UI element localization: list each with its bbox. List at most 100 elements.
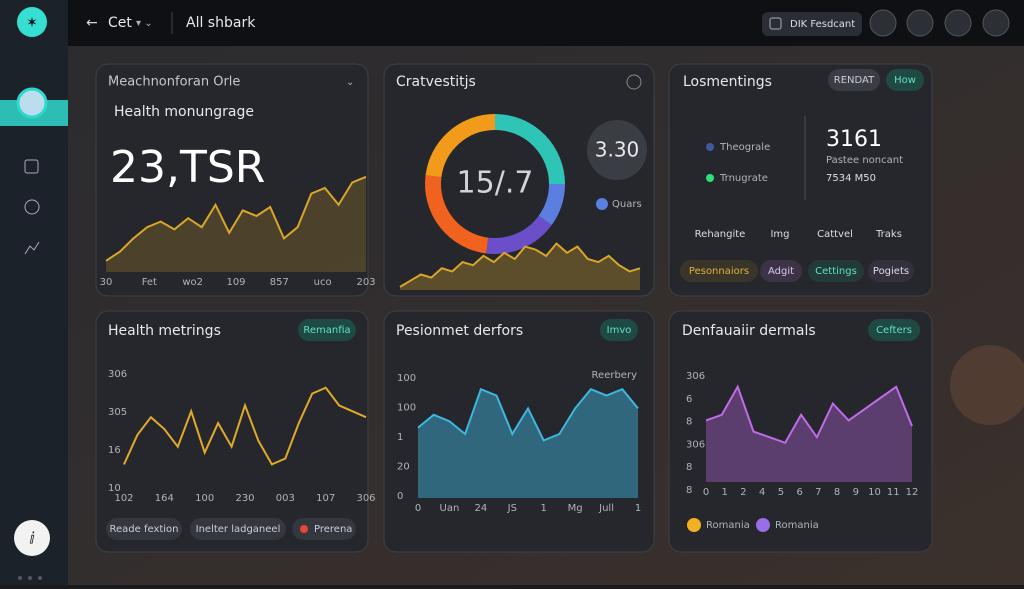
stat-sub: 7534 M50 bbox=[826, 173, 876, 184]
y-tick-label: 100 bbox=[397, 373, 416, 384]
x-tick-label: 1 bbox=[722, 487, 728, 498]
nav-icon[interactable] bbox=[16, 87, 48, 119]
x-tick-label: wo2 bbox=[182, 277, 203, 288]
tag[interactable] bbox=[828, 69, 880, 91]
x-tick-label: 003 bbox=[276, 493, 295, 504]
line bbox=[399, 242, 641, 288]
line bbox=[105, 175, 367, 262]
tag[interactable] bbox=[886, 69, 924, 91]
legend-dot bbox=[706, 143, 714, 151]
pill-label: Adgit bbox=[768, 266, 794, 277]
pill-label: Inelter ladganeel bbox=[196, 524, 281, 535]
pill[interactable] bbox=[760, 260, 802, 282]
x-tick-label: 7 bbox=[815, 487, 821, 498]
pill[interactable] bbox=[808, 260, 864, 282]
x-tick-label: 0 bbox=[415, 503, 421, 514]
y-tick-label: 0 bbox=[397, 491, 403, 502]
x-tick-label: uco bbox=[314, 277, 332, 288]
x-tick-label: 306 bbox=[356, 493, 375, 504]
card bbox=[668, 63, 933, 297]
legend-dot bbox=[706, 174, 714, 182]
y-tick-label: 306 bbox=[686, 439, 705, 450]
badge-value: 3.30 bbox=[595, 138, 640, 162]
x-tick-label: JS bbox=[507, 503, 517, 514]
area bbox=[400, 243, 640, 290]
x-tick-label: 11 bbox=[887, 487, 900, 498]
pill-label: Cettings bbox=[815, 266, 857, 277]
area bbox=[106, 176, 366, 272]
card-title: Meachnonforan Orle bbox=[108, 75, 240, 90]
x-tick-label: 100 bbox=[195, 493, 214, 504]
donut-segment bbox=[425, 175, 489, 254]
status-dot bbox=[300, 525, 308, 533]
area bbox=[706, 386, 912, 482]
y-tick-label: 8 bbox=[686, 485, 692, 496]
x-tick-label: Jull bbox=[598, 503, 614, 514]
y-tick-label: 16 bbox=[108, 445, 121, 456]
x-tick-label: Fet bbox=[142, 277, 157, 288]
pill[interactable] bbox=[868, 260, 914, 282]
x-tick-label: 5 bbox=[778, 487, 784, 498]
tag-label: Cefters bbox=[876, 325, 912, 336]
donut-center: 15/.7 bbox=[457, 166, 534, 201]
nav-icon[interactable] bbox=[24, 199, 40, 215]
card bbox=[95, 310, 369, 553]
button-icon bbox=[769, 17, 782, 30]
x-tick-label: 4 bbox=[759, 487, 765, 498]
pill[interactable] bbox=[106, 518, 182, 540]
card-title: Pesionmet derfors bbox=[396, 323, 523, 339]
legend-dot bbox=[596, 198, 608, 210]
badge-circle bbox=[587, 120, 647, 180]
column-label: Rehangite bbox=[695, 229, 746, 240]
menu-icon[interactable] bbox=[626, 74, 642, 90]
logo[interactable] bbox=[17, 7, 47, 37]
pill[interactable] bbox=[680, 260, 758, 282]
card bbox=[95, 63, 369, 297]
y-tick-label: 306 bbox=[108, 369, 127, 380]
y-tick-label: 100 bbox=[397, 403, 416, 414]
x-tick-label: 230 bbox=[235, 493, 254, 504]
x-tick-label: 0 bbox=[703, 487, 709, 498]
top-icons[interactable] bbox=[869, 9, 1010, 37]
avatar[interactable] bbox=[14, 520, 50, 556]
top-button-label[interactable]: DIK Fesdcant bbox=[790, 19, 855, 30]
pill[interactable] bbox=[292, 518, 356, 540]
tag-label: How bbox=[894, 75, 916, 86]
legend-dot bbox=[756, 518, 770, 532]
x-tick-label: 9 bbox=[853, 487, 859, 498]
back-arrow[interactable]: ← bbox=[86, 15, 98, 31]
legend-label: Trnugrate bbox=[719, 173, 768, 184]
y-tick-label: 1 bbox=[397, 432, 403, 443]
chevrons[interactable]: ▾ ⌄ bbox=[136, 18, 153, 29]
nav-icon[interactable] bbox=[24, 241, 40, 255]
donut-segment bbox=[494, 114, 565, 185]
pill[interactable] bbox=[190, 518, 286, 540]
big-number: 23,TSR bbox=[110, 142, 265, 193]
y-tick-label: 6 bbox=[686, 394, 692, 405]
x-tick-label: 6 bbox=[796, 487, 802, 498]
nav-icon[interactable] bbox=[24, 159, 39, 174]
topbar bbox=[68, 0, 1024, 46]
column-label: Traks bbox=[875, 229, 902, 240]
note: Reerbery bbox=[592, 370, 638, 381]
x-tick-label: 30 bbox=[100, 277, 113, 288]
page-title: All shbark bbox=[186, 15, 256, 31]
x-tick-label: 1 bbox=[635, 503, 641, 514]
avatar-icon: ⅈ bbox=[29, 529, 35, 548]
stat-label: Pastee noncant bbox=[826, 155, 903, 166]
line bbox=[123, 386, 367, 466]
tag-label: RENDAT bbox=[834, 75, 875, 86]
legend-label: Quars bbox=[612, 199, 642, 210]
x-tick-label: 102 bbox=[114, 493, 133, 504]
x-tick-label: Uan bbox=[440, 503, 460, 514]
legend-dot bbox=[687, 518, 701, 532]
tag[interactable] bbox=[868, 319, 920, 341]
tag[interactable] bbox=[298, 319, 356, 341]
legend-label: Romania bbox=[706, 520, 750, 531]
x-tick-label: 857 bbox=[270, 277, 289, 288]
tag[interactable] bbox=[600, 319, 638, 341]
x-tick-label: Mg bbox=[568, 503, 583, 514]
x-tick-label: 107 bbox=[316, 493, 335, 504]
back-label[interactable]: Cet bbox=[108, 15, 132, 31]
top-button[interactable] bbox=[762, 12, 862, 36]
